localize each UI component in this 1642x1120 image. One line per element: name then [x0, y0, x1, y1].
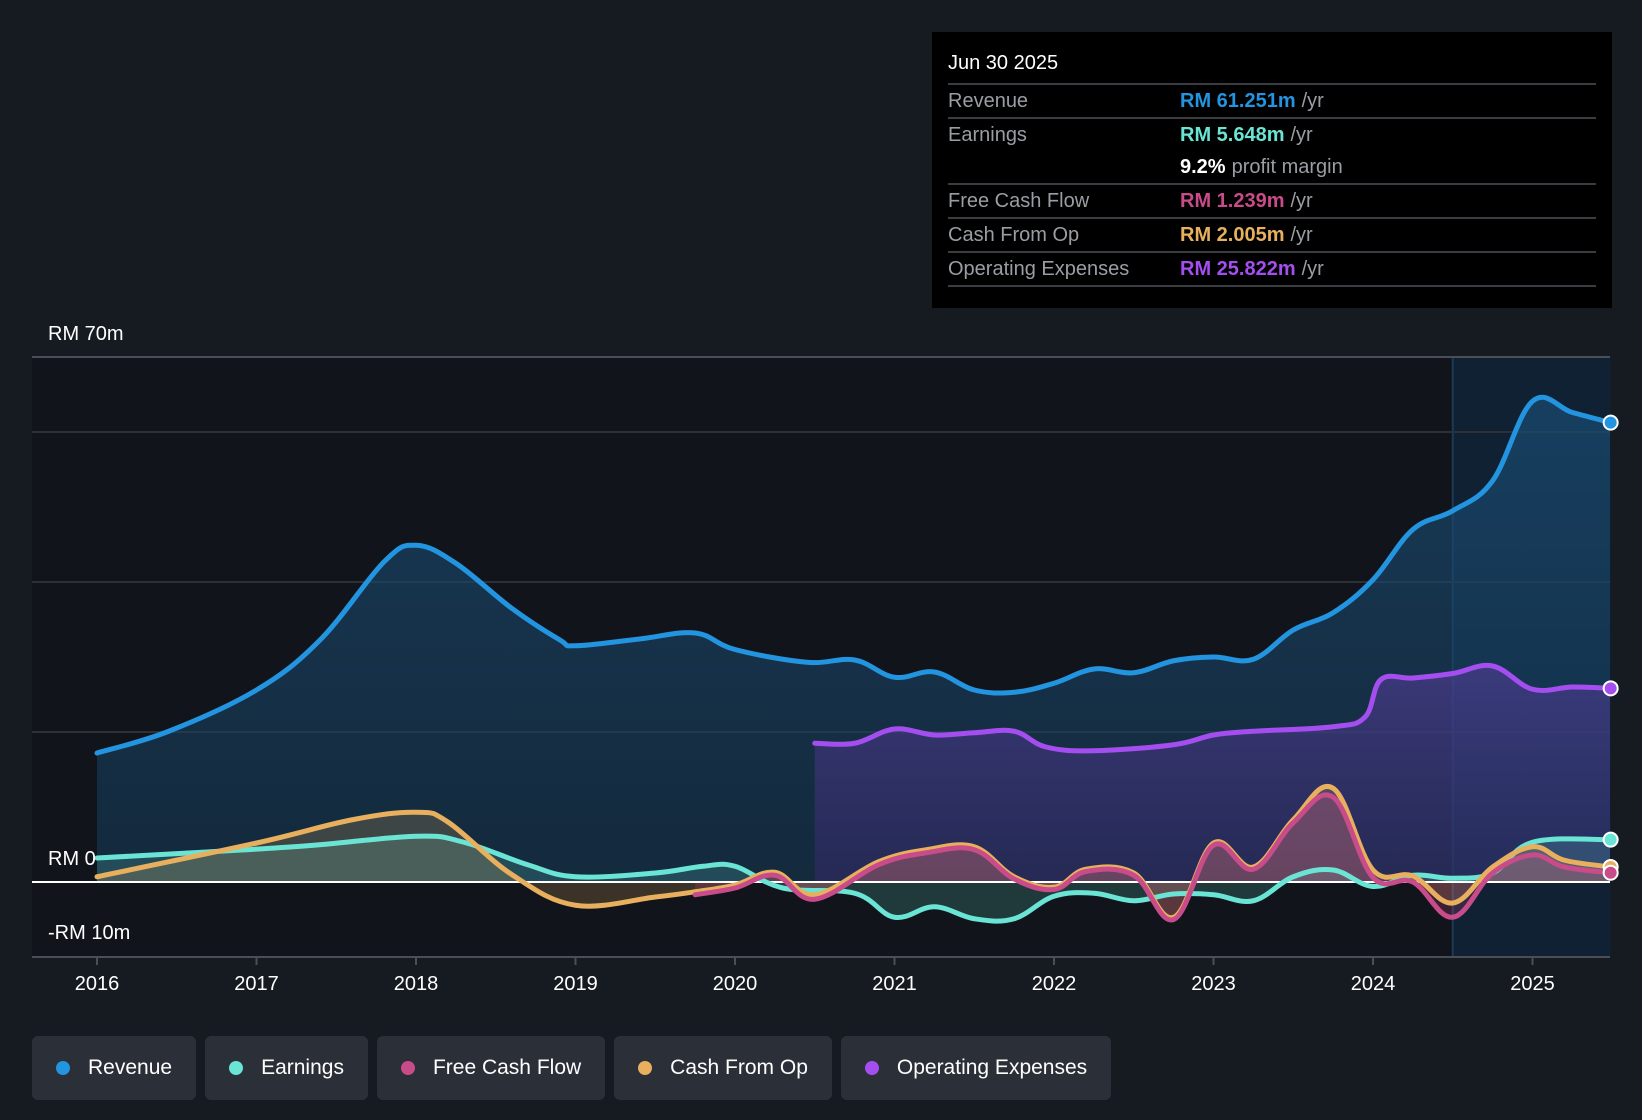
legend-label: Earnings	[261, 1056, 344, 1079]
cash-from-op-area	[97, 786, 1610, 918]
x-tick-label: 2025	[1510, 973, 1555, 995]
revenue-dot-icon	[56, 1061, 70, 1075]
tooltip-row-earnings: Earnings RM 5.648m/yr	[948, 119, 1596, 151]
tooltip-value: RM 25.822m	[1180, 258, 1296, 280]
x-tick-label: 2020	[713, 973, 758, 995]
x-tick-label: 2022	[1032, 973, 1077, 995]
legend-item-operating-expenses[interactable]: Operating Expenses	[840, 1036, 1112, 1100]
tooltip-row-free-cash-flow: Free Cash Flow RM 1.239m/yr	[948, 185, 1596, 219]
earnings-dot-icon	[229, 1061, 244, 1075]
x-tick-label: 2016	[75, 973, 120, 995]
chart-legend: Revenue Earnings Free Cash Flow Cash Fro…	[32, 1036, 1112, 1100]
x-tick-label: 2021	[872, 973, 917, 995]
tooltip-value: RM 2.005m	[1180, 224, 1285, 246]
tooltip-value: RM 1.239m	[1180, 190, 1285, 212]
profit-margin-value: 9.2%	[1180, 156, 1226, 178]
tooltip-label: Operating Expenses	[948, 258, 1130, 280]
legend-label: Revenue	[88, 1056, 173, 1079]
earnings-area	[97, 836, 1610, 922]
profit-margin-text: profit margin	[1231, 156, 1343, 178]
tooltip-label: Revenue	[948, 90, 1029, 112]
tooltip-unit: /yr	[1290, 124, 1313, 146]
tooltip-value: RM 61.251m	[1180, 90, 1296, 112]
tooltip-panel: Jun 30 2025 Revenue RM 61.251m/yr Earnin…	[932, 32, 1612, 308]
tooltip-unit: /yr	[1301, 258, 1324, 280]
x-tick-label: 2018	[394, 973, 439, 995]
legend-item-free-cash-flow[interactable]: Free Cash Flow	[376, 1036, 606, 1100]
tooltip-unit: /yr	[1301, 90, 1324, 112]
tooltip-row-cash-from-op: Cash From Op RM 2.005m/yr	[948, 219, 1596, 253]
operating-expenses-dot-icon	[864, 1061, 879, 1075]
tooltip-value: RM 5.648m	[1180, 124, 1285, 146]
tooltip-row-revenue: Revenue RM 61.251m/yr	[948, 85, 1596, 119]
tooltip-row-operating-expenses: Operating Expenses RM 25.822m/yr	[948, 253, 1596, 287]
tooltip-label: Free Cash Flow	[948, 190, 1090, 212]
operating-expenses-area	[814, 665, 1610, 882]
y-axis-label: -RM 10m	[48, 922, 130, 944]
tooltip-row-profit-margin: 9.2% profit margin	[948, 151, 1596, 185]
tooltip-date: Jun 30 2025	[948, 46, 1596, 85]
free-cash-flow-dot-icon	[400, 1061, 415, 1075]
legend-item-earnings[interactable]: Earnings	[205, 1036, 368, 1100]
legend-label: Cash From Op	[670, 1056, 808, 1079]
legend-label: Operating Expenses	[896, 1056, 1088, 1079]
earnings-end-point[interactable]	[1602, 831, 1619, 848]
y-axis-label: RM 0	[48, 848, 96, 870]
x-tick-label: 2019	[553, 973, 598, 995]
x-tick-label: 2023	[1191, 973, 1236, 995]
legend-item-cash-from-op[interactable]: Cash From Op	[614, 1036, 832, 1100]
tooltip-unit: /yr	[1290, 190, 1313, 212]
tooltip-label: Earnings	[948, 124, 1027, 146]
y-axis-label: RM 70m	[48, 323, 124, 345]
revenue-end-point[interactable]	[1602, 414, 1619, 431]
tooltip-label	[948, 151, 1180, 183]
operating-expenses-end-point[interactable]	[1602, 680, 1619, 697]
revenue-line	[94, 394, 1610, 756]
x-tick-label: 2024	[1351, 973, 1396, 995]
legend-item-revenue[interactable]: Revenue	[32, 1036, 197, 1100]
legend-label: Free Cash Flow	[432, 1056, 582, 1079]
tooltip-unit: /yr	[1290, 224, 1313, 246]
x-tick-label: 2017	[234, 973, 279, 995]
operating-expenses-line	[812, 662, 1610, 754]
tooltip-label: Cash From Op	[948, 224, 1080, 246]
cash-from-op-dot-icon	[638, 1061, 653, 1075]
free-cash-flow-line	[692, 792, 1610, 923]
free-cash-flow-end-point[interactable]	[1602, 864, 1619, 881]
